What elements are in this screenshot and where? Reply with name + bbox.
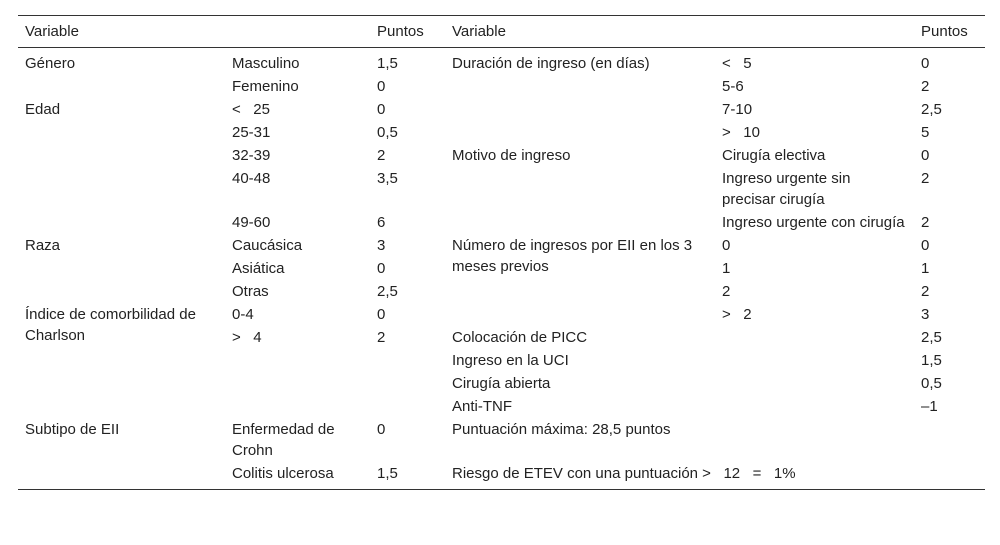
- cell: 3,5: [377, 170, 398, 187]
- cell: Género: [25, 55, 76, 72]
- cell: –1: [921, 398, 938, 415]
- cell: 5-6: [722, 78, 744, 95]
- cell: > 4: [232, 329, 262, 346]
- cell: 2: [921, 214, 930, 231]
- cell: 0: [377, 421, 386, 438]
- cell: Riesgo de ETEV con una puntuación > 12 =…: [452, 465, 796, 482]
- cell: 0: [377, 78, 386, 95]
- cell: Edad: [25, 101, 61, 118]
- cell: 2: [722, 283, 731, 300]
- cell: Ingreso urgente con cirugía: [722, 214, 905, 231]
- cell: Caucásica: [232, 237, 303, 254]
- cell: 0,5: [921, 375, 942, 392]
- cell: 1,5: [377, 55, 398, 72]
- cell: 32-39: [232, 147, 271, 164]
- cell: 49-60: [232, 214, 271, 231]
- cell: Número de ingresos por EII en los 3 mese…: [452, 237, 697, 275]
- cell: Asiática: [232, 260, 285, 277]
- cell: Enfermedad de Crohn: [232, 421, 339, 459]
- cell: Femenino: [232, 78, 299, 95]
- cell: Motivo de ingreso: [452, 147, 571, 164]
- cell: Ingreso en la UCI: [452, 352, 569, 369]
- cell: 2,5: [377, 283, 398, 300]
- cell: 2,5: [921, 329, 942, 346]
- cell: Subtipo de EII: [25, 421, 120, 438]
- cell: 3: [377, 237, 386, 254]
- cell: > 10: [722, 124, 760, 141]
- cell: 1: [722, 260, 731, 277]
- cell: Índice de comorbilidad de Charlson: [25, 306, 201, 344]
- cell: Puntuación máxima: 28,5 puntos: [452, 421, 671, 438]
- cell: Raza: [25, 237, 61, 254]
- cell: 0: [921, 55, 930, 72]
- cell: Cirugía electiva: [722, 147, 826, 164]
- cell: Colocación de PICC: [452, 329, 588, 346]
- cell: 0: [377, 260, 386, 277]
- cell: 0: [921, 237, 930, 254]
- cell: Cirugía abierta: [452, 375, 551, 392]
- cell: < 5: [722, 55, 752, 72]
- header-row: Variable Puntos Variable Puntos: [18, 15, 986, 48]
- cell: 7-10: [722, 101, 753, 118]
- cell: 2: [377, 147, 386, 164]
- cell: 0: [377, 306, 386, 323]
- cell: 0: [377, 101, 386, 118]
- cell: 0-4: [232, 306, 254, 323]
- cell: 0,5: [377, 124, 398, 141]
- cell: 1: [921, 260, 930, 277]
- score-table: Variable Puntos Variable Puntos Género Ma…: [18, 15, 986, 490]
- cell: Colitis ulcerosa: [232, 465, 334, 482]
- cell: Ingreso urgente sin precisar cirugía: [722, 170, 855, 208]
- cell: 0: [722, 237, 731, 254]
- header-cell: Puntos: [914, 15, 986, 48]
- cell: 5: [921, 124, 930, 141]
- cell: Duración de ingreso (en días): [452, 55, 650, 72]
- cell: 0: [921, 147, 930, 164]
- cell: Anti-TNF: [452, 398, 513, 415]
- cell: 2,5: [921, 101, 942, 118]
- cell: 2: [921, 170, 930, 187]
- cell: 2: [921, 283, 930, 300]
- header-cell: Variable: [18, 15, 371, 48]
- cell: 25-31: [232, 124, 271, 141]
- cell: 2: [921, 78, 930, 95]
- cell: 2: [377, 329, 386, 346]
- cell: 1,5: [921, 352, 942, 369]
- cell: 3: [921, 306, 930, 323]
- cell: 6: [377, 214, 386, 231]
- cell: < 25: [232, 101, 270, 118]
- cell: 40-48: [232, 170, 271, 187]
- cell: > 2: [722, 306, 752, 323]
- header-cell: Puntos: [370, 15, 446, 48]
- cell: 1,5: [377, 465, 398, 482]
- cell: Masculino: [232, 55, 300, 72]
- header-cell: Variable: [445, 15, 915, 48]
- cell: Otras: [232, 283, 269, 300]
